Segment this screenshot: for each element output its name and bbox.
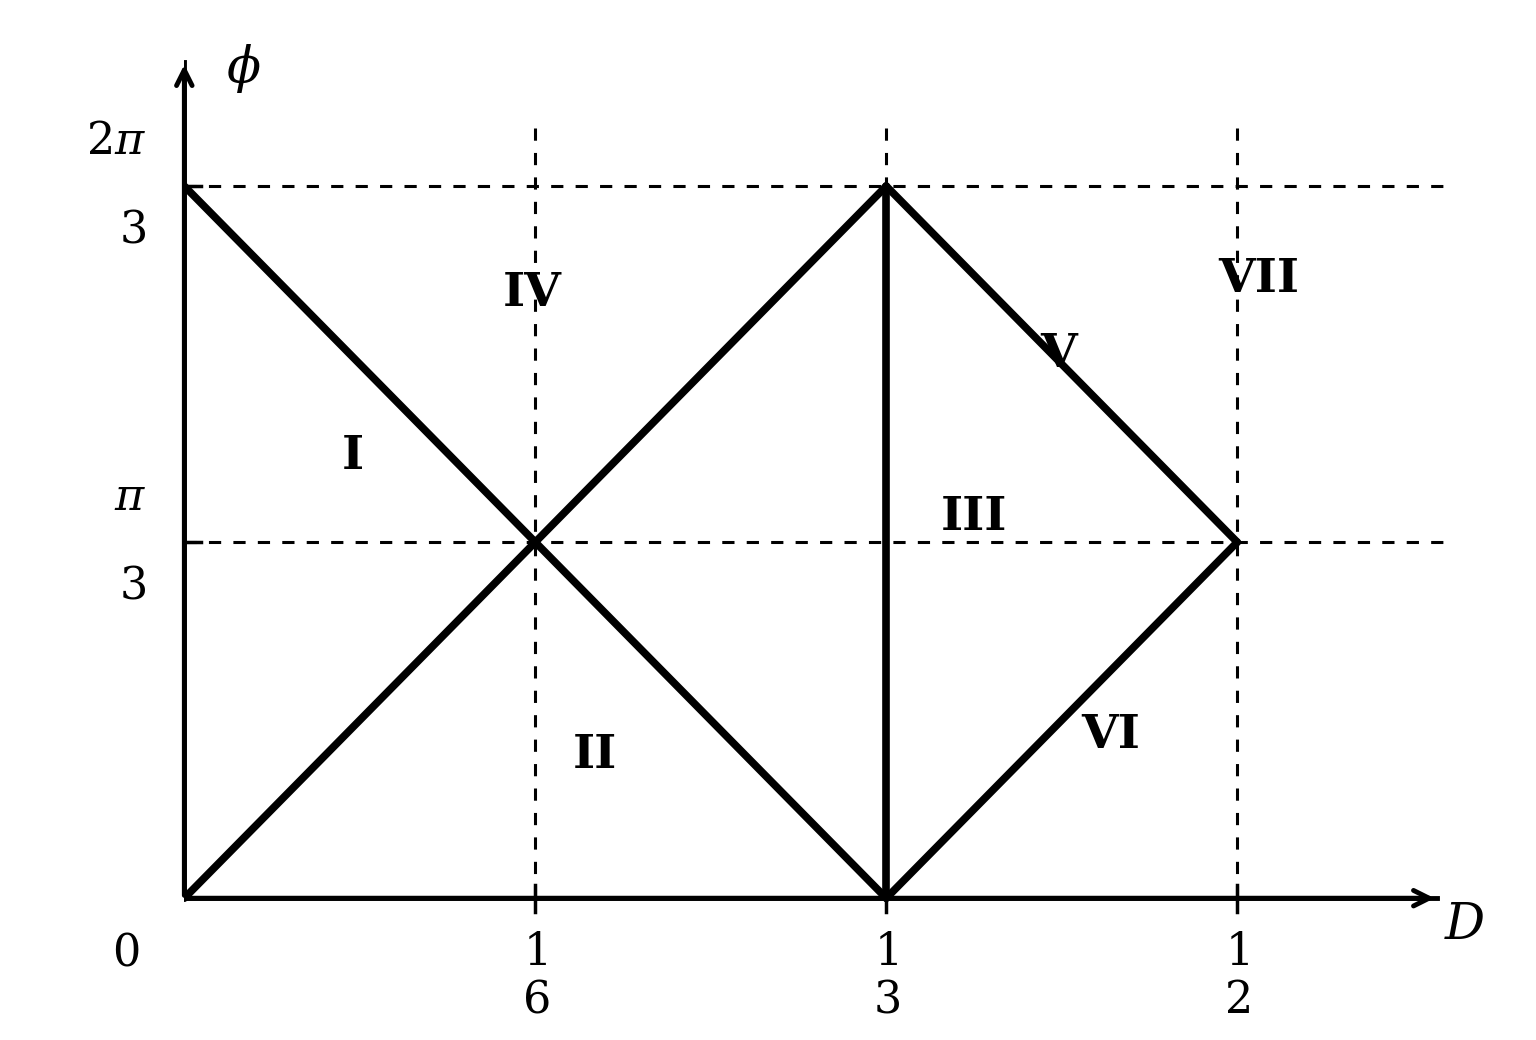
Text: $1$: $1$ xyxy=(874,931,899,974)
Text: $\phi$: $\phi$ xyxy=(226,42,261,95)
Text: $1$: $1$ xyxy=(524,931,547,974)
Text: I: I xyxy=(341,434,364,479)
Text: V: V xyxy=(1040,331,1077,378)
Text: III: III xyxy=(942,494,1008,541)
Text: II: II xyxy=(573,732,617,778)
Text: $0$: $0$ xyxy=(112,931,140,974)
Text: $3$: $3$ xyxy=(872,979,900,1021)
Text: $3$: $3$ xyxy=(120,565,146,607)
Text: $\mathit{D}$: $\mathit{D}$ xyxy=(1444,901,1485,950)
Text: $2\pi$: $2\pi$ xyxy=(86,121,146,163)
Text: $\pi$: $\pi$ xyxy=(114,476,146,519)
Text: VI: VI xyxy=(1081,712,1140,758)
Text: $6$: $6$ xyxy=(522,979,548,1021)
Text: $2$: $2$ xyxy=(1224,979,1250,1021)
Text: $3$: $3$ xyxy=(120,209,146,252)
Text: VII: VII xyxy=(1218,257,1299,303)
Text: IV: IV xyxy=(502,270,561,316)
Text: $1$: $1$ xyxy=(1226,931,1249,974)
